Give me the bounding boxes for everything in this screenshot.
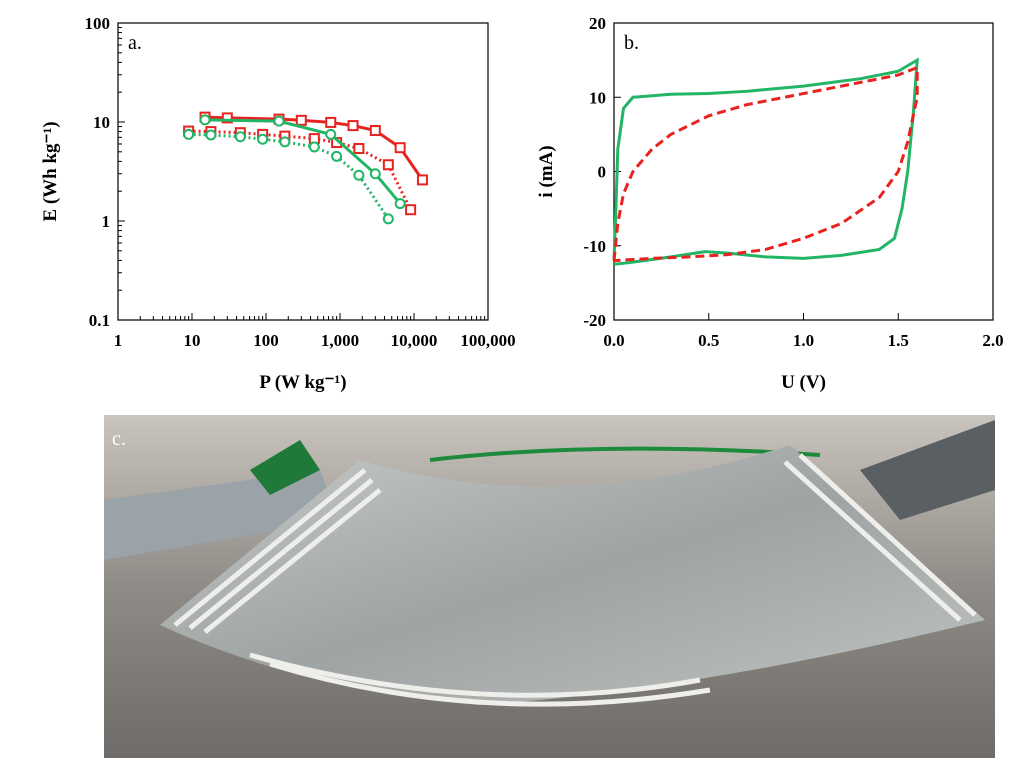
y-tick-label: 100	[85, 14, 111, 33]
y-tick-label: -10	[583, 237, 606, 256]
marker	[326, 130, 335, 139]
x-tick-label: 1.5	[888, 331, 909, 350]
y-axis-label: E (Wh kg⁻¹)	[40, 121, 61, 221]
marker	[371, 169, 380, 178]
marker	[396, 199, 405, 208]
photo: c.	[104, 415, 995, 758]
plot-frame	[118, 23, 488, 320]
marker	[280, 137, 289, 146]
marker	[206, 130, 215, 139]
marker	[275, 117, 284, 126]
marker	[184, 130, 193, 139]
x-tick-label: 0.0	[603, 331, 624, 350]
marker	[396, 143, 405, 152]
figure: c. 1101001,00010,000100,0000.1110100P (W…	[0, 0, 1009, 758]
figure-canvas: c. 1101001,00010,000100,0000.1110100P (W…	[0, 0, 1009, 758]
marker	[349, 121, 358, 130]
marker	[201, 115, 210, 124]
marker	[384, 214, 393, 223]
marker	[354, 171, 363, 180]
y-tick-label: 10	[589, 88, 606, 107]
y-tick-label: -20	[583, 311, 606, 330]
y-tick-label: 10	[93, 113, 110, 132]
x-tick-label: 1.0	[793, 331, 814, 350]
plot-frame	[614, 23, 993, 320]
marker	[406, 205, 415, 214]
x-tick-label: 10	[184, 331, 201, 350]
y-tick-label: 0.1	[89, 311, 110, 330]
x-axis-label: P (W kg⁻¹)	[259, 372, 346, 393]
marker	[418, 175, 427, 184]
y-axis-label: i (mA)	[536, 145, 557, 197]
y-tick-label: 20	[589, 14, 606, 33]
x-tick-label: 0.5	[698, 331, 719, 350]
marker	[326, 118, 335, 127]
marker	[297, 116, 306, 125]
x-tick-label: 1	[114, 331, 123, 350]
series-line	[614, 60, 917, 264]
marker	[258, 135, 267, 144]
panel-label: c.	[112, 428, 126, 450]
y-tick-label: 0	[598, 163, 607, 182]
marker	[332, 152, 341, 161]
marker	[354, 144, 363, 153]
marker	[236, 132, 245, 141]
panel-label: b.	[624, 32, 639, 54]
x-tick-label: 100	[253, 331, 279, 350]
marker	[384, 160, 393, 169]
marker	[310, 142, 319, 151]
x-axis-label: U (V)	[781, 372, 826, 393]
marker	[371, 126, 380, 135]
x-tick-label: 10,000	[391, 331, 438, 350]
x-tick-label: 2.0	[982, 331, 1003, 350]
x-tick-label: 100,000	[460, 331, 515, 350]
y-tick-label: 1	[102, 212, 111, 231]
panel-label: a.	[128, 32, 142, 54]
x-tick-label: 1,000	[321, 331, 359, 350]
